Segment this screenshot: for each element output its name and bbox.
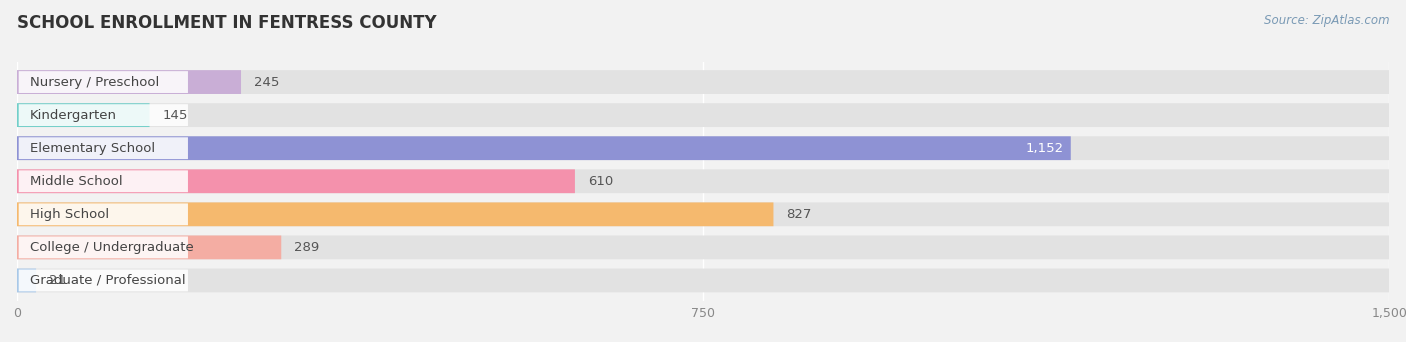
Text: Nursery / Preschool: Nursery / Preschool <box>30 76 159 89</box>
Text: SCHOOL ENROLLMENT IN FENTRESS COUNTY: SCHOOL ENROLLMENT IN FENTRESS COUNTY <box>17 14 436 32</box>
Text: 245: 245 <box>254 76 280 89</box>
FancyBboxPatch shape <box>17 236 281 259</box>
Text: College / Undergraduate: College / Undergraduate <box>30 241 194 254</box>
Text: Middle School: Middle School <box>30 175 122 188</box>
FancyBboxPatch shape <box>17 103 149 127</box>
Text: Elementary School: Elementary School <box>30 142 155 155</box>
FancyBboxPatch shape <box>17 202 1389 226</box>
FancyBboxPatch shape <box>17 103 1389 127</box>
FancyBboxPatch shape <box>17 268 37 292</box>
Text: 21: 21 <box>49 274 66 287</box>
FancyBboxPatch shape <box>18 104 188 126</box>
FancyBboxPatch shape <box>17 136 1071 160</box>
FancyBboxPatch shape <box>18 137 188 159</box>
FancyBboxPatch shape <box>17 136 1389 160</box>
Text: Kindergarten: Kindergarten <box>30 109 117 122</box>
Text: 1,152: 1,152 <box>1025 142 1063 155</box>
FancyBboxPatch shape <box>18 71 188 93</box>
FancyBboxPatch shape <box>17 70 1389 94</box>
Text: Source: ZipAtlas.com: Source: ZipAtlas.com <box>1264 14 1389 27</box>
FancyBboxPatch shape <box>18 170 188 192</box>
Text: 827: 827 <box>786 208 811 221</box>
FancyBboxPatch shape <box>17 169 575 193</box>
FancyBboxPatch shape <box>18 269 188 291</box>
FancyBboxPatch shape <box>18 236 188 258</box>
Text: 289: 289 <box>294 241 319 254</box>
FancyBboxPatch shape <box>18 203 188 225</box>
FancyBboxPatch shape <box>17 268 1389 292</box>
Text: 610: 610 <box>588 175 613 188</box>
FancyBboxPatch shape <box>17 236 1389 259</box>
FancyBboxPatch shape <box>17 202 773 226</box>
Text: High School: High School <box>30 208 108 221</box>
Text: 145: 145 <box>162 109 188 122</box>
FancyBboxPatch shape <box>17 70 240 94</box>
FancyBboxPatch shape <box>17 169 1389 193</box>
Text: Graduate / Professional: Graduate / Professional <box>30 274 186 287</box>
